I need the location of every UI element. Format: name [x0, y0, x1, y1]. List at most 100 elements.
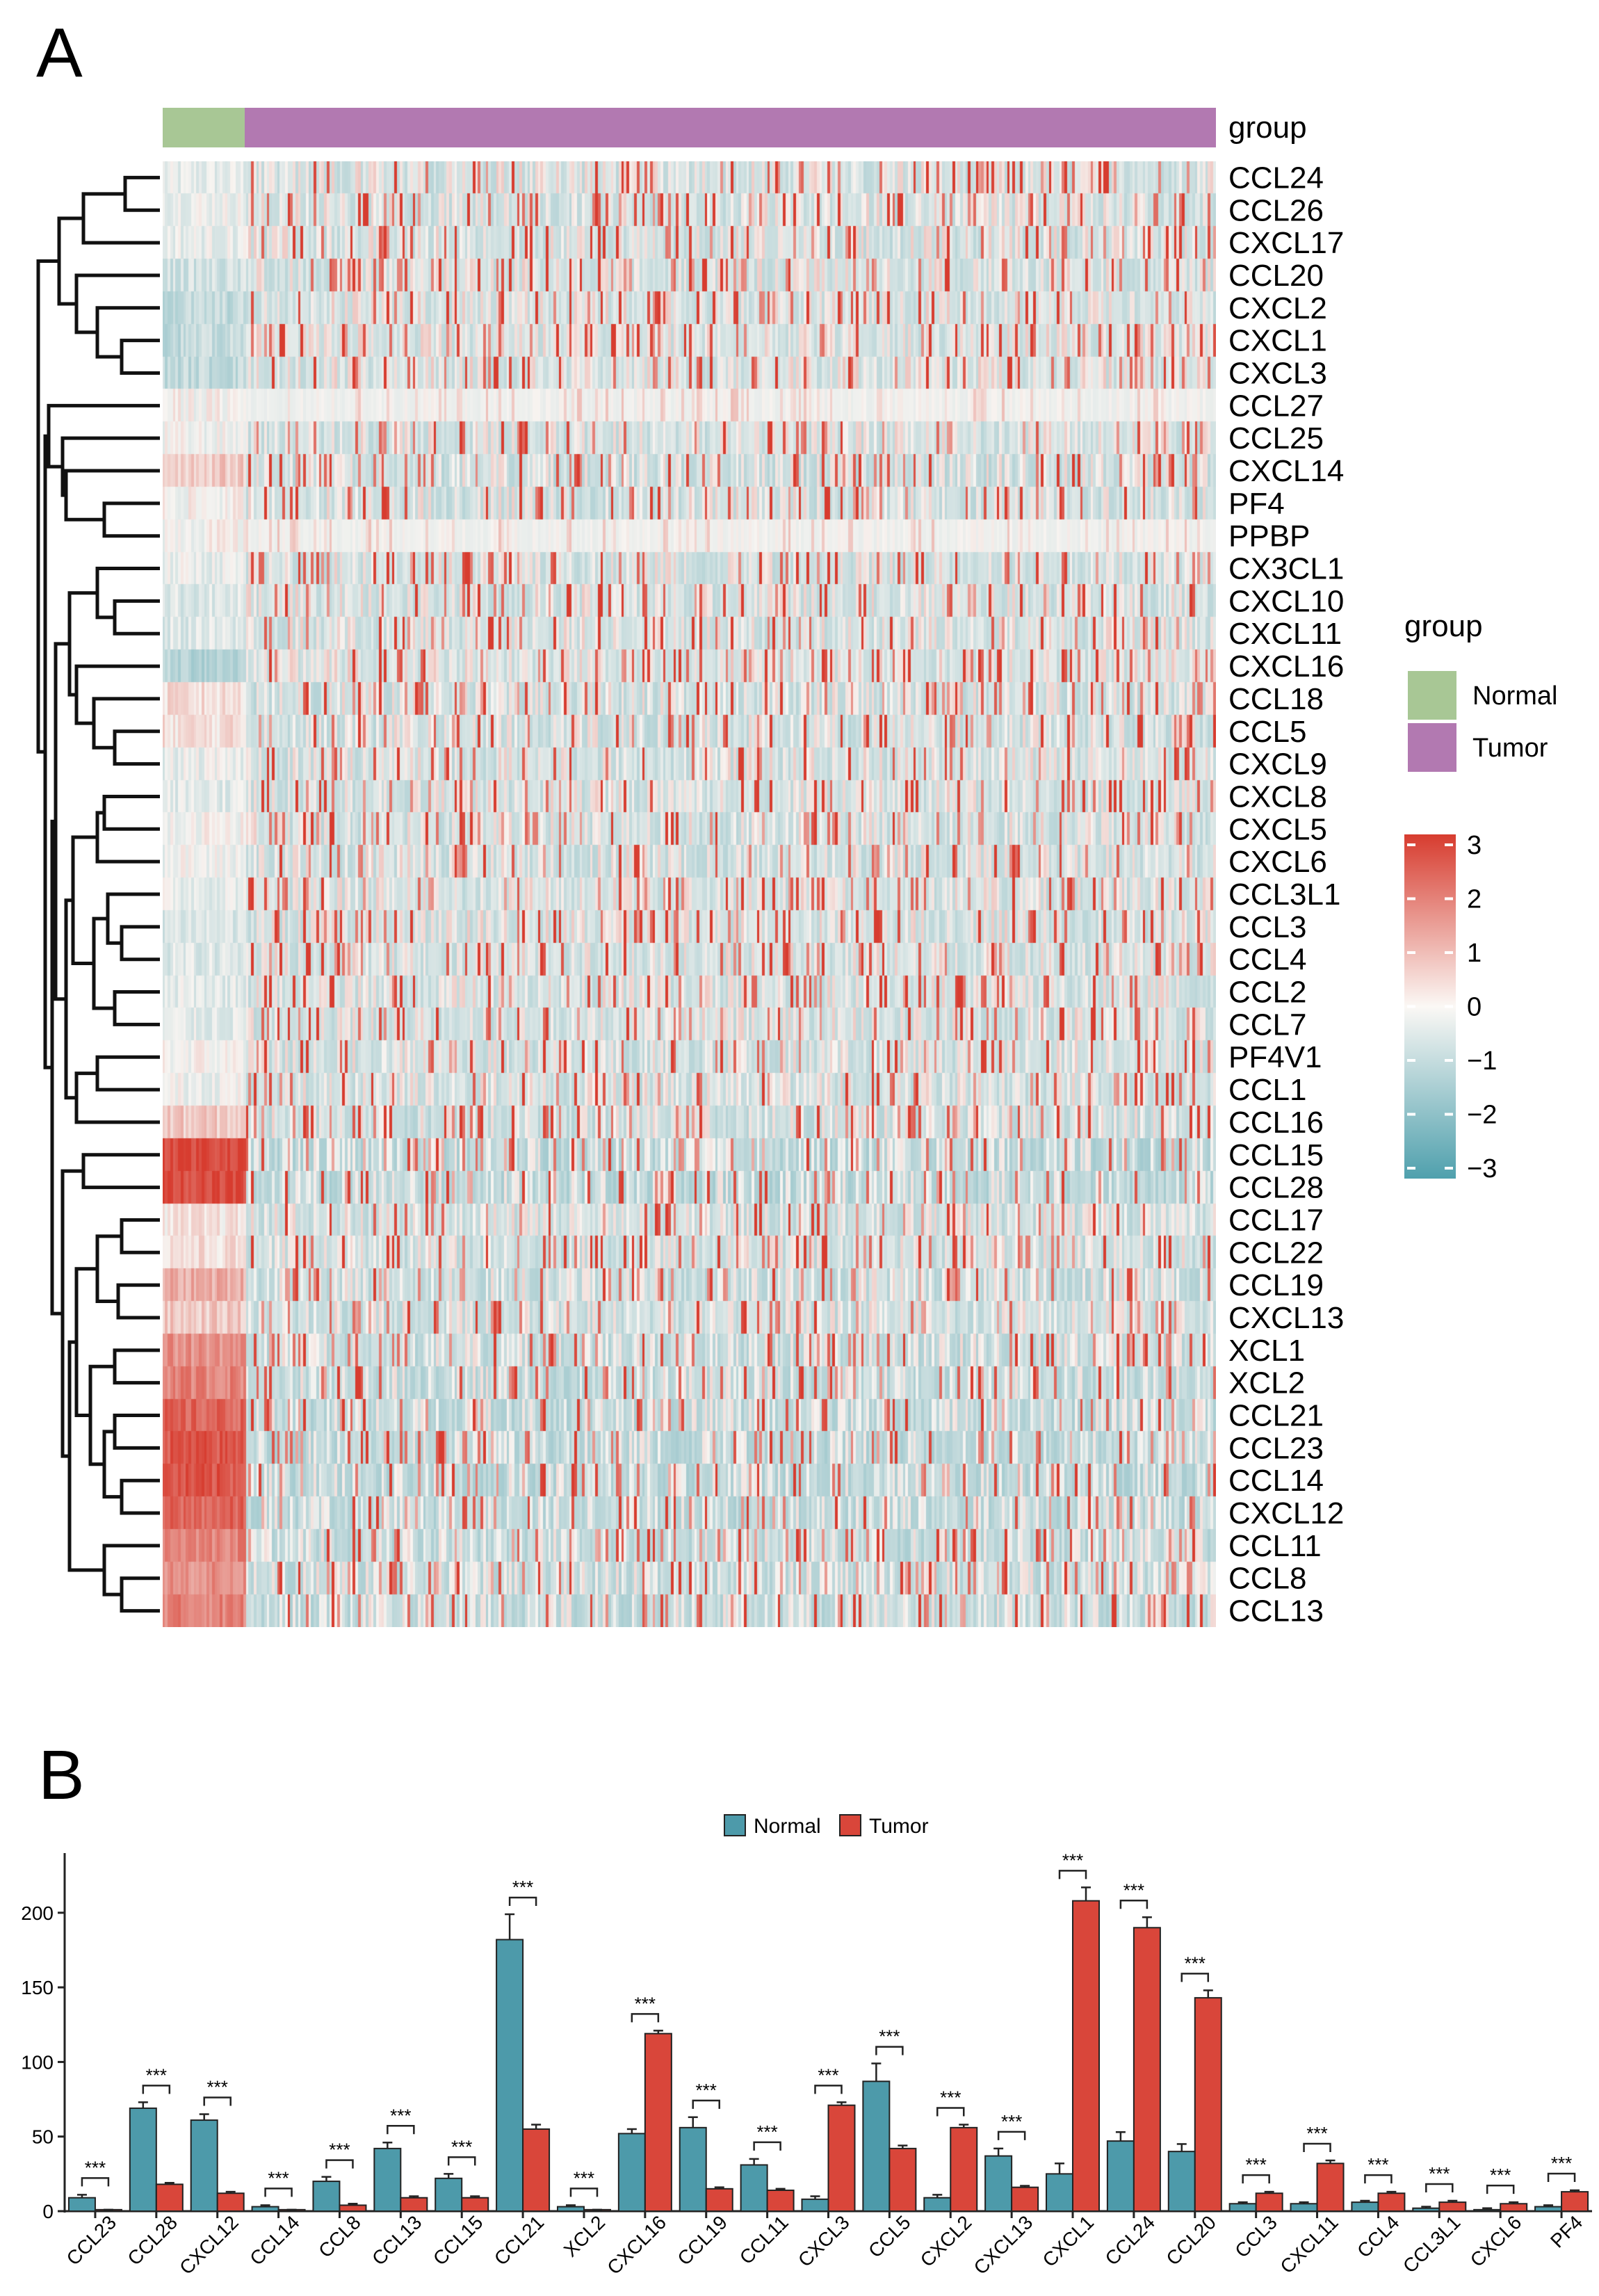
significance-bracket: [1180, 1973, 1210, 1982]
significance-label: ***: [512, 1877, 533, 1898]
bar-tumor-ccl5: [888, 2147, 917, 2212]
x-tick-label: CCL21: [490, 2211, 549, 2270]
group-annotation-label: group: [1228, 111, 1307, 145]
x-tick-label: CCL3: [1231, 2211, 1281, 2262]
x-tick-label: CCL11: [736, 2211, 793, 2268]
bar-normal-cxcl3: [801, 2198, 829, 2212]
gene-label-ccl21: CCL21: [1228, 1399, 1324, 1433]
x-tick-label: CXCL2: [916, 2211, 976, 2271]
gene-label-cxcl13: CXCL13: [1228, 1301, 1344, 1335]
significance-bracket: [81, 2177, 110, 2187]
bar-tumor-cxcl16: [644, 2032, 672, 2212]
bar-tumor-ccl28: [155, 2183, 184, 2212]
significance-bracket: [325, 2159, 354, 2169]
bar-tumor-ccl11: [766, 2189, 795, 2212]
x-tick-label: PF4: [1546, 2211, 1586, 2251]
bar-tumor-cxcl12: [216, 2192, 245, 2212]
bar-tumor-ccl21: [522, 2128, 551, 2213]
bar-normal-ccl8: [312, 2181, 341, 2212]
x-tick-label: CXCL13: [970, 2211, 1037, 2279]
significance-label: ***: [879, 2026, 900, 2047]
bar-tumor-ccl20: [1194, 1997, 1222, 2212]
bar-normal-cxcl12: [190, 2119, 218, 2213]
gene-label-ccl2: CCL2: [1228, 976, 1307, 1010]
significance-bracket: [1547, 2172, 1576, 2182]
x-tick-label: CCL15: [429, 2211, 487, 2270]
significance-label: ***: [1551, 2153, 1572, 2174]
x-tick-label: CCL13: [368, 2211, 426, 2270]
x-tick-label: CCL14: [245, 2211, 304, 2270]
significance-label: ***: [696, 2080, 717, 2101]
gene-label-xcl1: XCL1: [1228, 1334, 1305, 1368]
colorbar-ticks: 3 2 1 0 −1 −2 −3: [1407, 831, 1497, 1183]
x-tick-label: CCL5: [864, 2211, 915, 2262]
heatmap-cells: [163, 161, 1216, 1627]
bar-normal-xcl2: [556, 2206, 585, 2212]
bar-normal-cxcl2: [923, 2197, 952, 2212]
x-tick-label: XCL2: [560, 2211, 609, 2261]
y-tick-label: 50: [32, 2126, 54, 2148]
bar-tumor-ccl15: [461, 2197, 489, 2212]
bar-normal-ccl3l1: [1412, 2207, 1440, 2212]
significance-bracket: [814, 2085, 843, 2094]
gene-label-cxcl14: CXCL14: [1228, 454, 1344, 488]
y-tick-label: 200: [21, 1902, 54, 1924]
x-tick-label: CXCL11: [1276, 2211, 1342, 2277]
bar-normal-cxcl6: [1473, 2208, 1502, 2213]
legend-tumor-text: Tumor: [869, 1815, 929, 1838]
bar-normal-cxcl16: [617, 2133, 646, 2213]
gene-label-ccl19: CCL19: [1228, 1268, 1324, 1302]
bar-tumor-ccl19: [705, 2188, 733, 2212]
gene-label-cxcl17: CXCL17: [1228, 226, 1344, 260]
gene-label-cxcl10: CXCL10: [1228, 584, 1344, 618]
significance-bracket: [264, 2188, 293, 2197]
bar-tumor-ccl3: [1255, 2192, 1283, 2212]
gene-label-cxcl9: CXCL9: [1228, 747, 1327, 782]
significance-bracket: [142, 2085, 171, 2094]
bar-normal-ccl4: [1351, 2201, 1379, 2212]
bar-normal-ccl24: [1106, 2140, 1135, 2212]
gene-label-ccl27: CCL27: [1228, 389, 1324, 423]
significance-label: ***: [940, 2087, 961, 2108]
significance-bracket: [387, 2125, 415, 2135]
bar-normal-ccl28: [129, 2107, 157, 2212]
significance-label: ***: [1490, 2165, 1511, 2185]
gene-label-ccl15: CCL15: [1228, 1138, 1324, 1172]
x-tick-label: CCL3L1: [1399, 2211, 1465, 2277]
gene-label-cxcl2: CXCL2: [1228, 291, 1327, 325]
legend-tumor-swatch: [1408, 723, 1456, 772]
gene-label-ccl4: CCL4: [1228, 943, 1307, 977]
legend-normal-label: Normal: [1472, 681, 1557, 711]
significance-label: ***: [574, 2167, 594, 2188]
bar-tumor-cxcl13: [1011, 2186, 1039, 2213]
significance-bracket: [1242, 2174, 1270, 2184]
gene-label-cxcl1: CXCL1: [1228, 324, 1327, 358]
y-tick-label: 0: [42, 2201, 54, 2222]
significance-bracket: [1303, 2142, 1331, 2153]
bar-tumor-ccl4: [1377, 2192, 1406, 2212]
x-tick-label: CXCL16: [603, 2211, 670, 2279]
bar-normal-ccl3: [1228, 2203, 1257, 2212]
significance-bracket: [1119, 1900, 1148, 1909]
gene-label-ccl26: CCL26: [1228, 193, 1324, 227]
bar-normal-cxcl11: [1290, 2203, 1318, 2212]
x-tick-label: CXCL6: [1466, 2211, 1526, 2271]
significance-bracket: [508, 1896, 537, 1906]
bar-normal-cxcl13: [984, 2155, 1013, 2213]
significance-label: ***: [451, 2136, 472, 2157]
heatmap-canvas-wrapper: [163, 161, 1216, 1627]
bar-normal-ccl23: [67, 2197, 96, 2212]
bar-tumor-ccl8: [339, 2204, 367, 2213]
x-tick-label: CCL23: [63, 2211, 121, 2270]
bars: *** *** *** *** *** *** *** *** *** *** *** *** *** *…: [67, 1850, 1589, 2213]
x-tick-label: CXCL1: [1039, 2211, 1098, 2271]
dendrogram: [36, 175, 160, 1613]
significance-label: ***: [85, 2157, 106, 2178]
legend-tumor-label: Tumor: [1472, 734, 1548, 763]
legend-group-title: group: [1404, 609, 1483, 643]
significance-label: ***: [756, 2121, 777, 2142]
bar-normal-ccl20: [1167, 2151, 1196, 2213]
significance-bracket: [997, 2131, 1026, 2140]
